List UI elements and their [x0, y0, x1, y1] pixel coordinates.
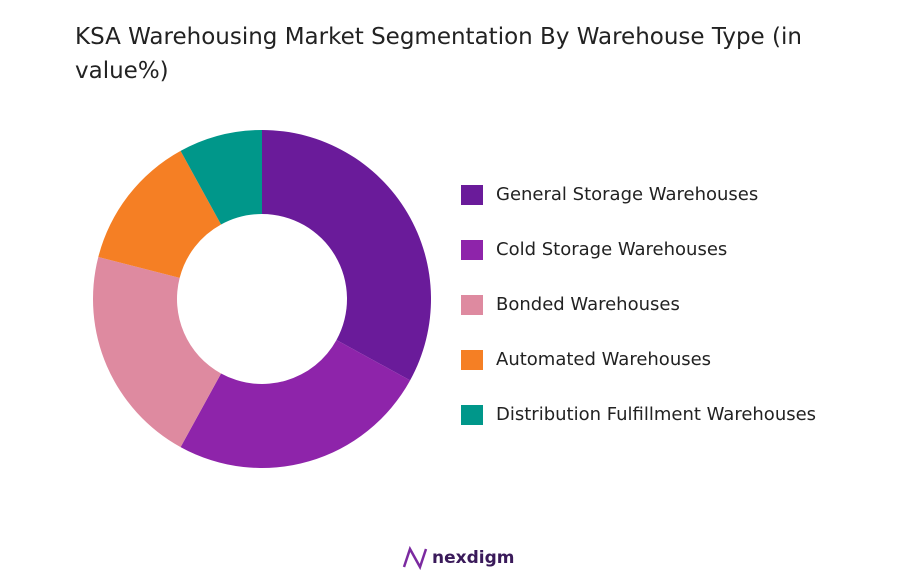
donut-segment	[180, 339, 411, 468]
donut-segment	[92, 256, 222, 448]
legend-label: Bonded Warehouses	[496, 294, 680, 315]
legend: General Storage Warehouses Cold Storage W…	[461, 184, 816, 425]
brand-logo: nexdigm	[402, 545, 514, 571]
legend-swatch	[461, 185, 483, 205]
legend-label: Cold Storage Warehouses	[496, 239, 727, 260]
legend-label: General Storage Warehouses	[496, 184, 758, 205]
chart-title: KSA Warehousing Market Segmentation By W…	[75, 24, 802, 84]
legend-swatch	[461, 350, 483, 370]
legend-swatch	[461, 295, 483, 315]
brand-name: nexdigm	[432, 548, 514, 568]
donut-segment	[180, 130, 262, 225]
legend-label: Automated Warehouses	[496, 349, 711, 370]
donut-segment	[98, 150, 222, 278]
logo-icon	[402, 545, 428, 571]
donut-segment	[262, 130, 431, 381]
legend-swatch	[461, 405, 483, 425]
legend-label: Distribution Fulfillment Warehouses	[496, 404, 816, 425]
legend-swatch	[461, 240, 483, 260]
